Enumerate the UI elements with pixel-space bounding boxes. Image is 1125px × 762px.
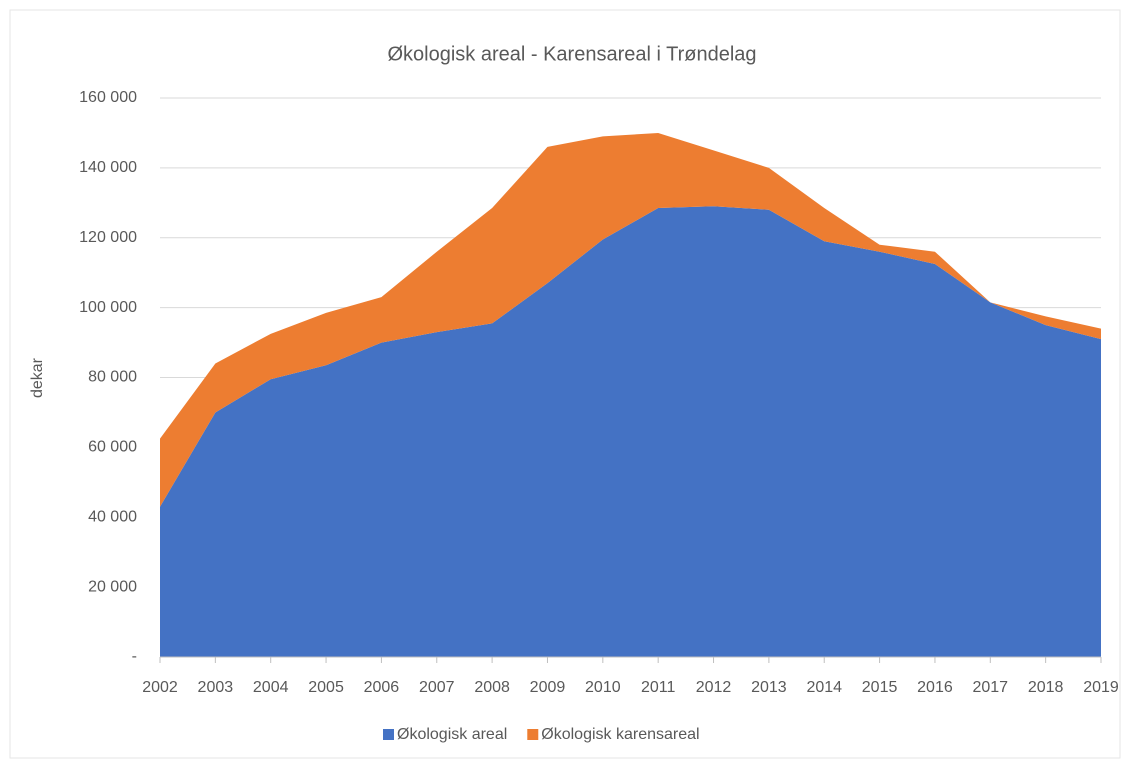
- x-tick-label: 2018: [1028, 679, 1064, 696]
- y-tick-label: 80 000: [88, 369, 137, 386]
- x-tick-label: 2009: [530, 679, 566, 696]
- x-tick-label: 2017: [972, 679, 1008, 696]
- x-tick-label: 2011: [641, 679, 676, 696]
- x-tick-label: 2015: [862, 679, 898, 696]
- y-tick-label: 100 000: [79, 299, 137, 316]
- y-tick-label: 120 000: [79, 229, 137, 246]
- area: [160, 206, 1101, 657]
- x-tick-label: 2008: [474, 679, 510, 696]
- x-tick-label: 2013: [751, 679, 787, 696]
- y-tick-label: 160 000: [79, 89, 137, 106]
- y-tick-label: 140 000: [79, 159, 137, 176]
- x-tick-label: 2010: [585, 679, 621, 696]
- legend-swatch: [383, 729, 394, 740]
- x-tick-label: 2002: [142, 679, 178, 696]
- x-tick-label: 2005: [308, 679, 344, 696]
- y-tick-label: -: [132, 648, 137, 665]
- y-axis-label: dekar: [29, 357, 46, 398]
- x-tick-label: 2004: [253, 679, 289, 696]
- x-tick-label: 2003: [198, 679, 234, 696]
- legend-label: Økologisk areal: [397, 726, 507, 743]
- x-tick-label: 2019: [1083, 679, 1119, 696]
- x-tick-label: 2012: [696, 679, 732, 696]
- x-tick-label: 2006: [364, 679, 400, 696]
- x-tick-label: 2007: [419, 679, 455, 696]
- x-tick-label: 2014: [806, 679, 842, 696]
- y-tick-label: 60 000: [88, 439, 137, 456]
- area: [160, 132, 1101, 507]
- chart-title: Økologisk areal - Karensareal i Trøndela…: [387, 43, 756, 65]
- y-tick-label: 20 000: [88, 578, 137, 595]
- x-tick-label: 2016: [917, 679, 953, 696]
- legend-label: Økologisk karensareal: [541, 726, 699, 743]
- y-tick-label: 40 000: [88, 508, 137, 525]
- legend-swatch: [527, 729, 539, 740]
